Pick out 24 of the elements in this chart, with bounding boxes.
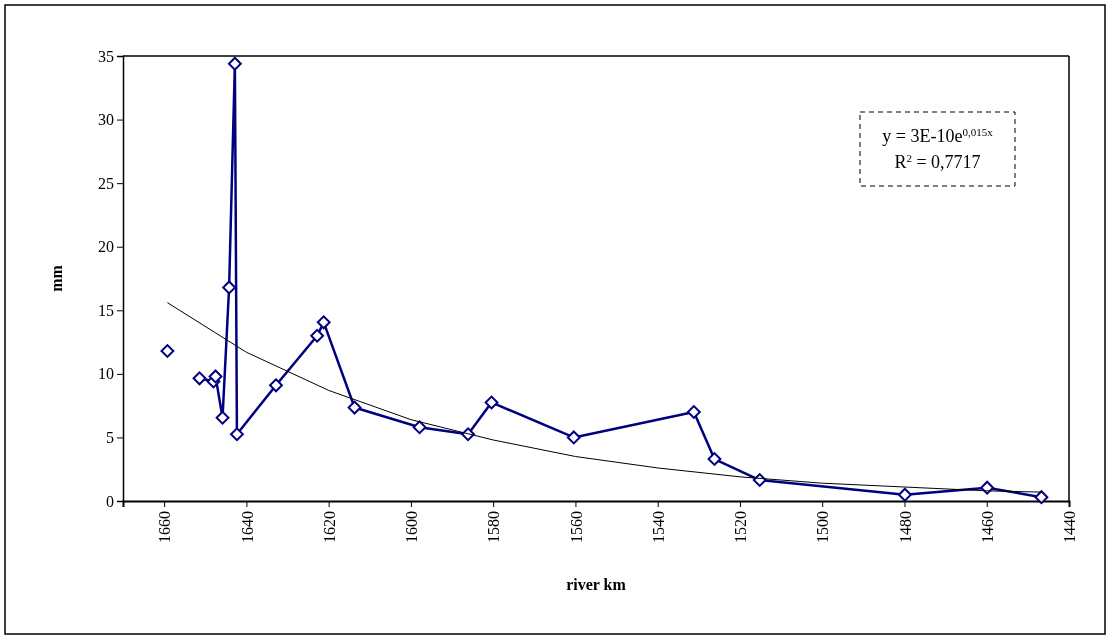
y-tick-label: 0 [106, 492, 114, 510]
annotation: y = 3E-10e$^{0,015x}$ [882, 126, 994, 146]
y-tick-label: 20 [98, 238, 114, 256]
x-tick-label: 1460 [978, 511, 996, 543]
x-tick-label: 1540 [649, 511, 667, 543]
y-tick-label: 15 [98, 301, 114, 319]
y-tick-label: 10 [98, 365, 114, 383]
x-axis-title: river km [566, 576, 627, 593]
x-tick-label: 1520 [732, 511, 750, 543]
x-tick-label: 1500 [814, 511, 832, 543]
y-tick-label: 25 [98, 174, 114, 192]
x-tick-label: 1600 [403, 511, 421, 543]
y-axis-title: mm [48, 264, 65, 292]
y-tick-label: 30 [98, 111, 114, 129]
x-tick-label: 1660 [156, 511, 174, 543]
x-tick-label: 1560 [567, 511, 585, 543]
y-tick-label: 35 [98, 47, 114, 65]
x-tick-label: 1640 [238, 511, 256, 543]
x-tick-label: 1440 [1061, 511, 1079, 543]
x-tick-label: 1620 [320, 511, 338, 543]
x-tick-label: 1580 [485, 511, 503, 543]
annotation: R$^{2}$ = 0,7717 [894, 152, 981, 172]
y-tick-label: 5 [106, 429, 114, 447]
x-tick-label: 1480 [896, 511, 914, 543]
